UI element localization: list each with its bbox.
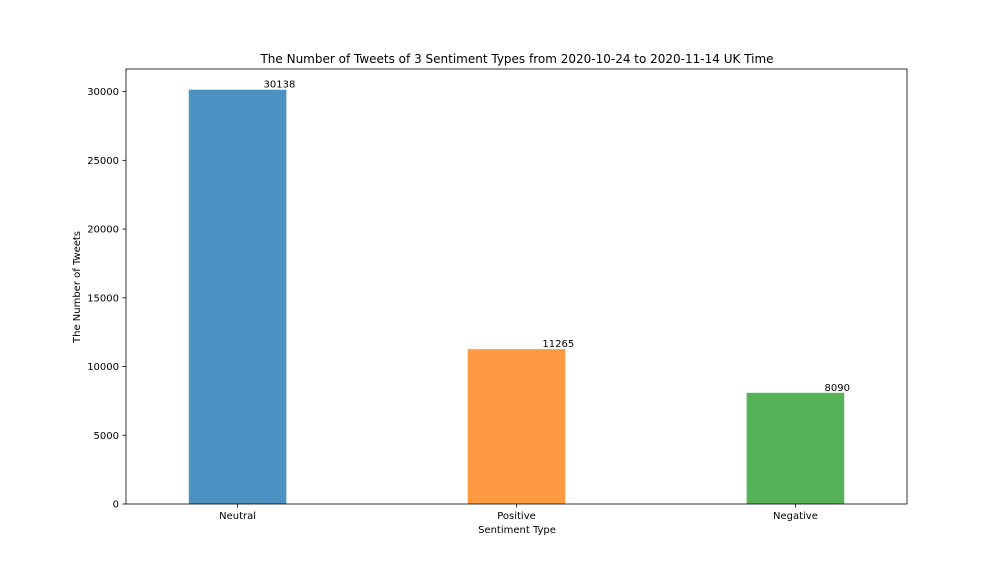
y-tick-label-5000: 5000 bbox=[94, 431, 119, 442]
bar-positive bbox=[467, 349, 566, 504]
y-axis-label: The Number of Tweets bbox=[72, 231, 83, 344]
x-tick-label-positive: Positive bbox=[497, 511, 536, 522]
y-tick-label-15000: 15000 bbox=[87, 293, 119, 304]
bar-negative bbox=[746, 392, 845, 504]
y-tick-label-30000: 30000 bbox=[87, 87, 119, 98]
plot-area: 30138 Neutral 11265 Positive 8090 Negative 0 50… bbox=[87, 80, 850, 522]
y-tick-label-25000: 25000 bbox=[87, 156, 119, 167]
bar-neutral bbox=[188, 89, 287, 504]
chart-title: The Number of Tweets of 3 Sentiment Type… bbox=[259, 52, 773, 66]
y-tick-label-10000: 10000 bbox=[87, 362, 119, 373]
x-axis-label: Sentiment Type bbox=[478, 525, 556, 536]
y-tick-label-20000: 20000 bbox=[87, 225, 119, 236]
data-label-negative: 8090 bbox=[825, 383, 850, 394]
y-tick-label-0: 0 bbox=[113, 500, 119, 511]
data-label-positive: 11265 bbox=[542, 339, 574, 350]
x-tick-label-negative: Negative bbox=[773, 511, 818, 522]
x-tick-label-neutral: Neutral bbox=[219, 511, 256, 522]
plot-frame bbox=[125, 68, 908, 505]
data-label-neutral: 30138 bbox=[264, 80, 296, 91]
